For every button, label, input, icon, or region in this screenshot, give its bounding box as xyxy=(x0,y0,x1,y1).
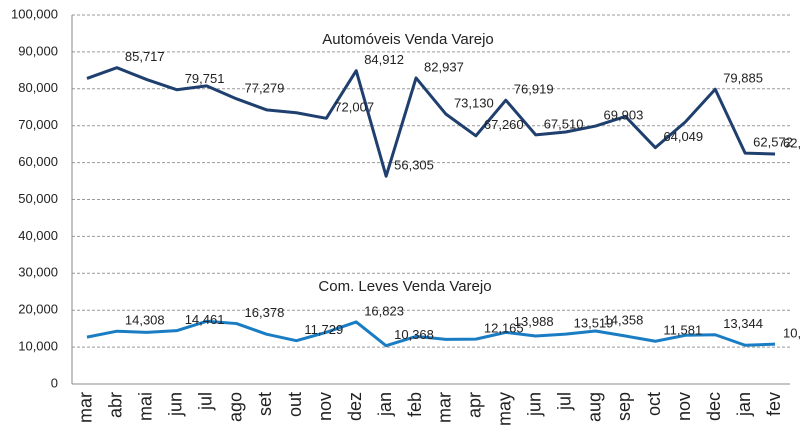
value-label: 10,368 xyxy=(394,327,434,342)
value-label: 79,751 xyxy=(185,71,225,86)
x-tick-label: may xyxy=(495,392,515,426)
value-label: 13,988 xyxy=(514,314,554,329)
x-tick-label: feb xyxy=(405,392,425,417)
x-tick-label: mar xyxy=(435,392,455,423)
x-tick-label: aug xyxy=(584,392,604,422)
value-label: 77,279 xyxy=(245,80,285,95)
value-label: 16,378 xyxy=(245,305,285,320)
y-tick-label: 10,000 xyxy=(18,339,58,354)
series-annotation: Automóveis Venda Varejo xyxy=(322,31,494,48)
x-tick-label: nov xyxy=(315,392,335,421)
y-tick-label: 30,000 xyxy=(18,265,58,280)
value-label: 72,007 xyxy=(334,100,374,115)
value-label: 10,795 xyxy=(783,326,800,341)
value-label: 62,334 xyxy=(783,135,800,150)
x-tick-label: jun xyxy=(524,392,544,417)
value-label: 11,729 xyxy=(304,322,343,337)
x-tick-label: oct xyxy=(644,392,664,416)
value-label: 56,305 xyxy=(394,158,434,173)
y-tick-label: 90,000 xyxy=(18,43,58,58)
value-label: 67,260 xyxy=(484,117,524,132)
x-tick-label: fev xyxy=(764,392,784,416)
value-label: 11,581 xyxy=(663,323,702,338)
value-label: 67,510 xyxy=(544,116,584,131)
value-label: 62,572 xyxy=(753,135,793,150)
value-label: 76,919 xyxy=(514,82,554,97)
x-tick-label: dec xyxy=(704,392,724,421)
value-label: 14,358 xyxy=(604,312,644,327)
value-label: 79,885 xyxy=(723,71,763,86)
x-tick-label: jul xyxy=(195,392,215,411)
series-annotation: Com. Leves Venda Varejo xyxy=(318,278,491,295)
y-tick-label: 80,000 xyxy=(18,80,58,95)
value-label: 12,165 xyxy=(484,321,524,336)
y-tick-label: 20,000 xyxy=(18,302,58,317)
value-label: 13,519 xyxy=(574,316,614,331)
x-tick-label: sep xyxy=(614,392,634,421)
value-label: 82,937 xyxy=(424,59,464,74)
x-tick-label: mar xyxy=(76,392,96,423)
x-tick-label: jan xyxy=(375,392,395,417)
value-label: 64,049 xyxy=(663,129,703,144)
series-line xyxy=(86,319,776,348)
x-tick-label: set xyxy=(255,392,275,416)
value-label: 13,344 xyxy=(723,316,763,331)
y-tick-label: 50,000 xyxy=(18,191,58,206)
x-tick-label: jan xyxy=(734,392,754,417)
x-tick-label: dez xyxy=(345,392,365,421)
x-tick-label: jul xyxy=(554,392,574,411)
value-label: 73,130 xyxy=(454,96,494,111)
x-tick-label: mai xyxy=(136,392,156,421)
y-tick-label: 100,000 xyxy=(11,6,58,21)
x-tick-label: nov xyxy=(674,392,694,421)
x-tick-label: apr xyxy=(465,392,485,418)
x-tick-label: out xyxy=(285,392,305,417)
value-label: 84,912 xyxy=(364,52,404,67)
x-tick-label: abr xyxy=(106,392,126,418)
value-label: 69,903 xyxy=(604,107,644,122)
y-tick-label: 40,000 xyxy=(18,228,58,243)
series-line xyxy=(86,66,776,178)
value-label: 14,461 xyxy=(185,312,225,327)
x-tick-label: ago xyxy=(225,392,245,422)
value-label: 16,823 xyxy=(364,303,404,318)
value-label: 85,717 xyxy=(125,49,165,64)
x-tick-label: jun xyxy=(165,392,185,417)
y-tick-label: 60,000 xyxy=(18,154,58,169)
y-tick-label: 0 xyxy=(51,375,58,390)
value-label: 14,308 xyxy=(125,313,165,328)
y-tick-label: 70,000 xyxy=(18,117,58,132)
